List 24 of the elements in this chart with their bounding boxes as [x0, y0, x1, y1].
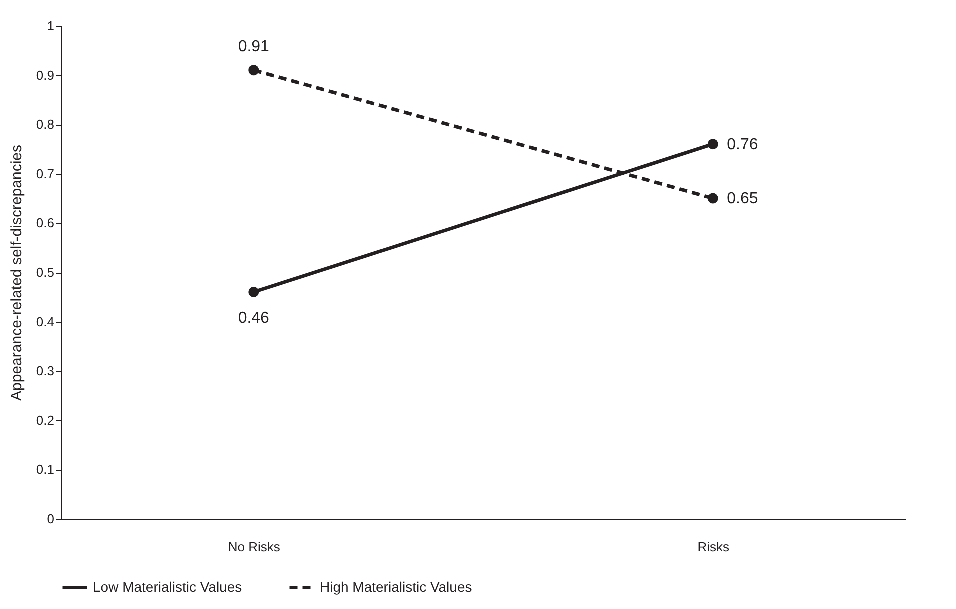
- y-tick-label: 0: [47, 512, 54, 526]
- y-tick-label: 0.4: [36, 314, 54, 330]
- point: [248, 286, 260, 298]
- legend-label: High Materialistic Values: [320, 579, 472, 595]
- y-tick-label: 0.6: [36, 216, 54, 231]
- x-tick-label: Risks: [698, 540, 730, 554]
- point: [708, 139, 718, 150]
- y-tick-label: 0.5: [36, 265, 54, 280]
- y-tick-label: 0.1: [36, 462, 54, 478]
- y-tick-label: 0.3: [36, 364, 54, 379]
- data-label: 0.65: [727, 190, 758, 208]
- data-label: 0.46: [238, 310, 270, 328]
- y-tick-label: 1: [47, 18, 54, 34]
- y-tick-label: 0.9: [36, 68, 54, 83]
- y-tick-label: 0.8: [36, 117, 54, 132]
- x-tick-label: No Risks: [228, 540, 281, 554]
- y-tick-label: 0.7: [36, 166, 54, 182]
- data-label: 0.76: [727, 136, 758, 154]
- point: [248, 65, 260, 76]
- y-axis-title: Appearance-related self-discrepancies: [8, 145, 26, 401]
- y-tick-label: 0.2: [36, 412, 54, 428]
- legend-label: Low Materialistic Values: [93, 579, 242, 595]
- data-label: 0.91: [238, 38, 270, 56]
- point: [708, 193, 718, 204]
